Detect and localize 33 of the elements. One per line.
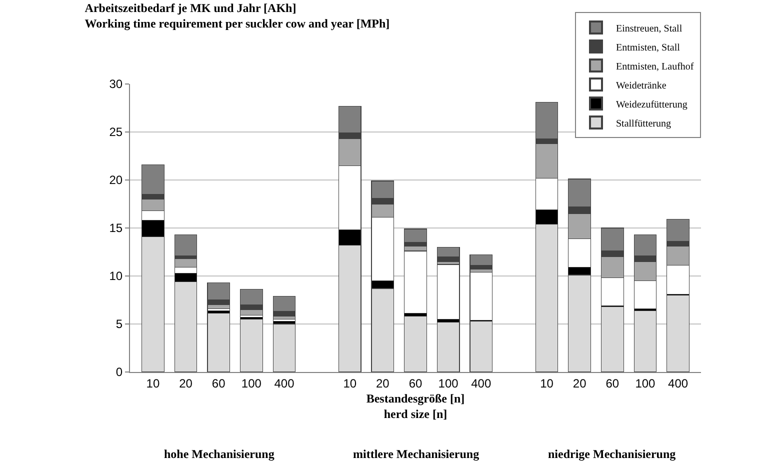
y-tick-label: 5 [116, 317, 123, 332]
legend-label: Weidetränke [616, 80, 667, 92]
x-tick-label: 400 [274, 376, 295, 390]
x-tick-label: 10 [146, 376, 160, 390]
y-tick-label: 10 [109, 269, 123, 284]
x-tick-label: 20 [572, 376, 587, 390]
x-tick-label: 10 [343, 376, 357, 390]
x-tick-label: 60 [408, 376, 422, 390]
x-tick-label: 100 [635, 376, 656, 390]
x-tick-label: 60 [606, 376, 620, 390]
x-axis-title: Bestandesgröße [n] herd size [n] [366, 391, 465, 421]
x-tick-label: 10 [540, 376, 554, 390]
x-tick-label: 100 [241, 376, 262, 390]
y-tick-label: 0 [116, 365, 123, 380]
x-tick-label: 400 [471, 376, 492, 390]
y-tick-label: 15 [109, 221, 123, 236]
x-tick-label: 20 [179, 376, 193, 390]
y-tick-label: 30 [109, 77, 123, 92]
text: mittlere Mechanisierung [353, 447, 480, 461]
legend-label: Einstreuen, Stall [616, 23, 682, 34]
legend-label: Weidezufütterung [616, 99, 688, 110]
legend-label: Entmisten, Laufhof [616, 61, 694, 72]
legend-label: Stallfütterung [616, 118, 671, 130]
x-tick-label: 20 [376, 376, 390, 390]
chart-title: Arbeitszeitbedarf je MK und Jahr [AKh] Working time requirement per suckler cow and year [MPh] [84, 0, 390, 30]
legend-label: Entmisten, Stall [616, 42, 680, 54]
x-tick-label: 400 [668, 376, 688, 390]
y-tick-label: 20 [109, 173, 123, 188]
y-tick-label: 25 [109, 125, 123, 140]
text: hohe Mechanisierung [164, 447, 274, 461]
x-tick-label: 100 [438, 376, 459, 390]
x-tick-label: 60 [212, 376, 226, 390]
text: niedrige Mechanisierung [548, 447, 676, 461]
